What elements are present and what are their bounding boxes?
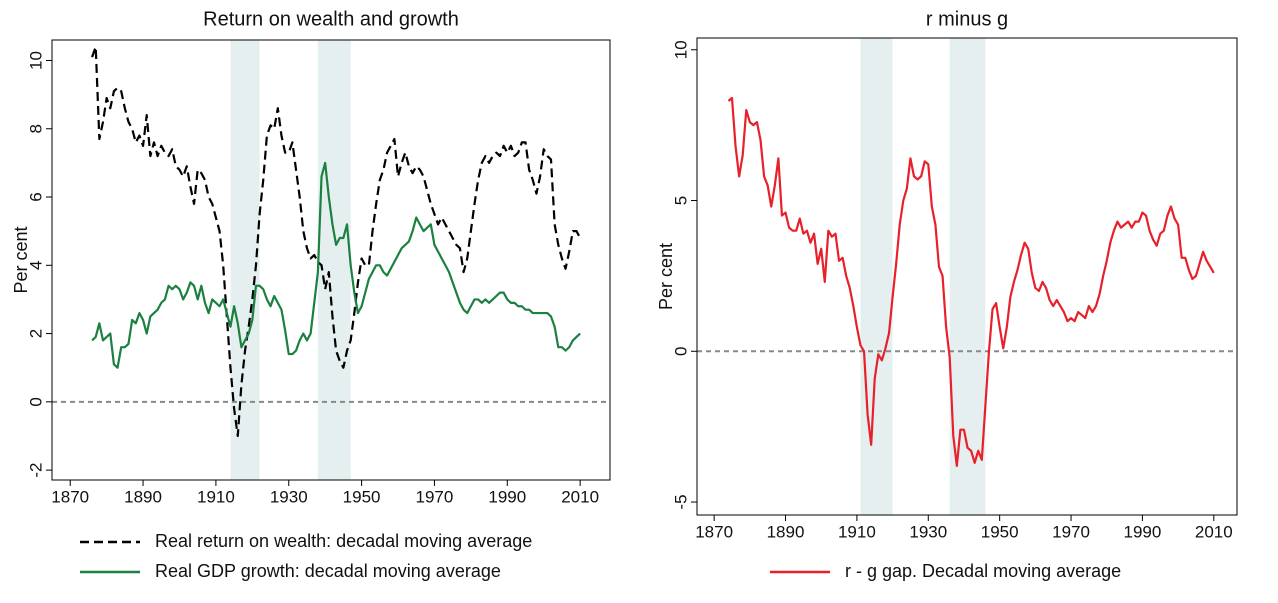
y-tick-label: 10 xyxy=(671,40,690,59)
y-axis-label: Per cent xyxy=(656,243,676,310)
x-tick-label: 1870 xyxy=(51,487,89,506)
x-tick-label: 1870 xyxy=(695,522,733,541)
x-tick-label: 1930 xyxy=(270,487,308,506)
legend-label: Real return on wealth: decadal moving av… xyxy=(155,531,532,551)
chart-title: r minus g xyxy=(926,8,1008,30)
shaded-period xyxy=(860,38,893,515)
y-tick-label: -5 xyxy=(671,494,690,509)
legend-label: r - g gap. Decadal moving average xyxy=(845,561,1121,581)
shaded-period xyxy=(949,38,986,515)
legend-label: Real GDP growth: decadal moving average xyxy=(155,561,501,581)
x-tick-label: 2010 xyxy=(561,487,599,506)
series-line xyxy=(91,45,582,438)
x-tick-label: 2010 xyxy=(1195,522,1233,541)
x-tick-label: 1990 xyxy=(1124,522,1162,541)
y-tick-label: 0 xyxy=(671,347,690,356)
x-tick-label: 1910 xyxy=(838,522,876,541)
x-tick-label: 1970 xyxy=(1052,522,1090,541)
y-tick-label: 4 xyxy=(26,261,45,270)
chart-title: Return on wealth and growth xyxy=(203,8,459,30)
x-tick-label: 1990 xyxy=(488,487,526,506)
shaded-period xyxy=(317,40,351,480)
x-tick-label: 1950 xyxy=(981,522,1019,541)
x-tick-label: 1910 xyxy=(197,487,235,506)
x-tick-label: 1950 xyxy=(343,487,381,506)
y-tick-label: -2 xyxy=(26,463,45,478)
panel: -2 0 2 4 6 8 10 1870 1890 1910 1930 1950 1970 1990 201… xyxy=(11,8,611,581)
y-tick-label: 6 xyxy=(26,192,45,201)
y-tick-label: 10 xyxy=(26,51,45,70)
y-tick-label: 5 xyxy=(671,196,690,205)
x-tick-label: 1930 xyxy=(909,522,947,541)
plot-frame xyxy=(51,39,611,481)
series-line xyxy=(727,96,1215,467)
shaded-period xyxy=(230,40,260,480)
plot-frame xyxy=(696,37,1238,516)
y-tick-label: 0 xyxy=(26,397,45,406)
y-tick-label: 8 xyxy=(26,124,45,133)
y-tick-label: 2 xyxy=(26,329,45,338)
series-line xyxy=(91,161,581,369)
panel: -5 0 5 10 1870 1890 1910 1930 1950 1970 1990 2010 r … xyxy=(656,8,1238,581)
x-tick-label: 1890 xyxy=(767,522,805,541)
x-tick-label: 1970 xyxy=(416,487,454,506)
y-axis-label: Per cent xyxy=(11,226,31,293)
x-tick-label: 1890 xyxy=(124,487,162,506)
